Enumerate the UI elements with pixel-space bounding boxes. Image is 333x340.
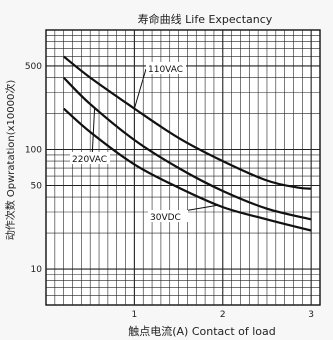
x-tick-label: 2 [220,310,226,320]
x-tick-label: 1 [132,310,138,320]
series-label-bg-3 [148,210,188,222]
series-label-bg-2 [70,152,110,164]
y-tick-label: 50 [31,181,43,191]
series-label-1: 110VAC [148,65,183,75]
series-line-1 [63,55,312,190]
y-tick-label: 100 [25,146,42,156]
series-line-2 [62,76,312,221]
y-tick-label: 500 [25,62,42,72]
x-axis-label: 触点电流(A) Contact of load [128,324,276,338]
chart-title: 寿命曲线 Life Expectancy [138,12,273,26]
series-label-3: 30VDC [150,213,181,223]
plot-frame [45,29,321,306]
plot-layer: 10 50 100 500 1 2 3 110VAC 220VAC 30VDC [25,29,321,320]
series-line-3 [62,107,312,232]
series-leader-1 [133,68,147,109]
series-label-2: 220VAC [72,155,107,165]
y-tick-label: 10 [31,265,43,275]
y-axis-label: 动作次数 Opwratation(x10000次) [4,80,17,241]
x-tick-label: 3 [308,310,314,320]
series-label-bg-1 [146,62,186,74]
